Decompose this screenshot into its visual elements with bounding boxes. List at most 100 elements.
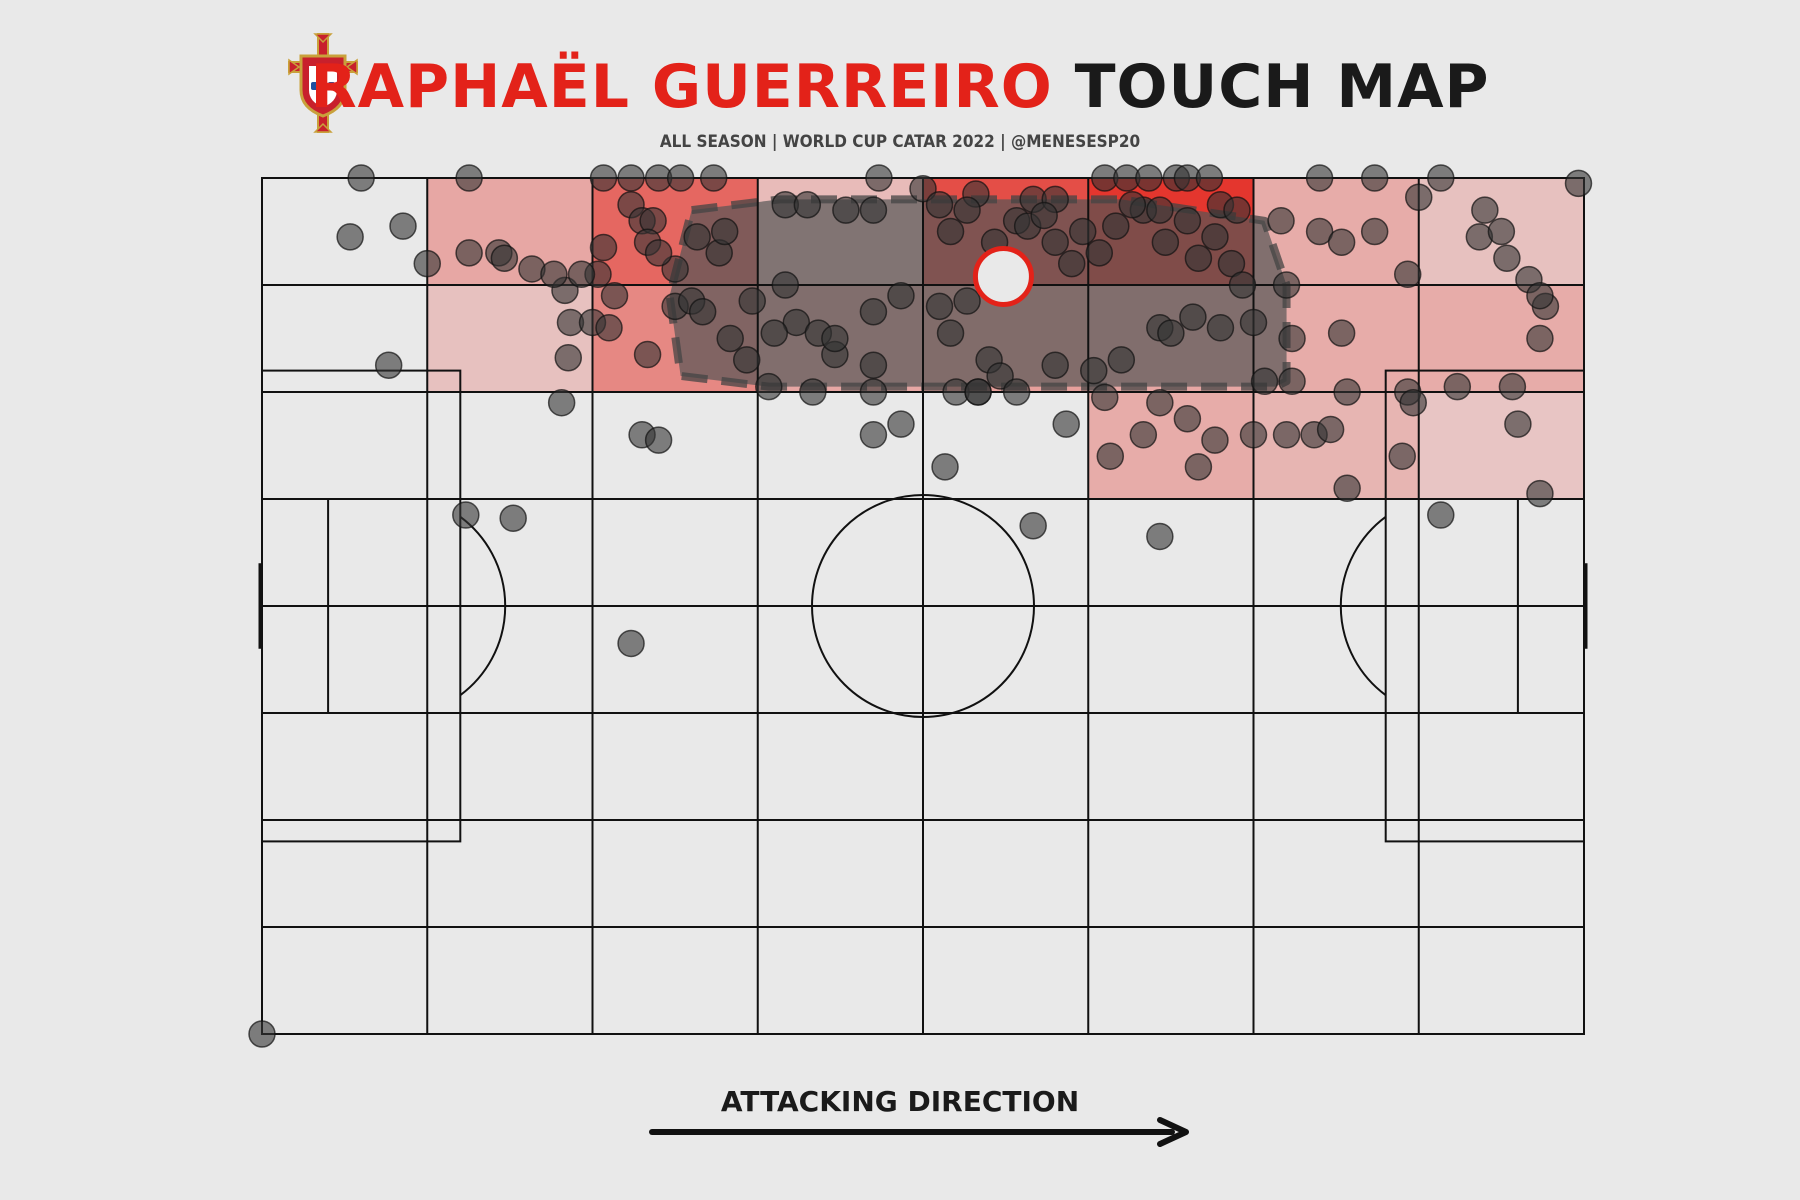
- touch-point: [1399, 388, 1427, 417]
- touch-point: [540, 260, 568, 289]
- touch-point: [1157, 319, 1185, 347]
- touch-point: [1427, 164, 1455, 192]
- touch-point: [1179, 303, 1207, 331]
- touch-point: [925, 292, 954, 321]
- touch-point: [1333, 378, 1361, 406]
- touch-point: [716, 324, 744, 353]
- touch-point: [567, 260, 596, 289]
- touch-point: [1041, 351, 1069, 379]
- touch-point: [589, 164, 618, 192]
- touch-point: [1085, 239, 1114, 267]
- touch-point: [1333, 474, 1361, 503]
- touch-point: [732, 346, 761, 374]
- average-position-layer: [972, 245, 1034, 307]
- touch-point: [595, 314, 623, 342]
- page-title: RAPHAËL GUERREIRO TOUCH MAP: [0, 52, 1800, 122]
- touch-point: [859, 298, 888, 326]
- touch-point: [1388, 442, 1416, 470]
- touch-point: [821, 324, 849, 353]
- touch-point: [782, 308, 811, 337]
- touch-point: [347, 164, 375, 192]
- touch-point: [644, 239, 673, 267]
- touch-point: [1526, 324, 1554, 353]
- touch-point: [1217, 249, 1246, 278]
- touch-point: [1239, 421, 1268, 449]
- touch-point: [793, 191, 822, 219]
- attacking-direction-arrow: [649, 1117, 1189, 1147]
- touch-point: [859, 196, 888, 224]
- touch-point: [1471, 196, 1499, 224]
- touch-point: [1526, 479, 1554, 508]
- touch-point: [1019, 512, 1047, 540]
- touch-point: [688, 298, 717, 326]
- touch-point: [1002, 378, 1031, 406]
- touch-point: [936, 217, 965, 246]
- heatmap-cell: [1418, 285, 1584, 392]
- touch-point: [1102, 212, 1130, 240]
- touch-point: [1564, 169, 1593, 198]
- touch-point: [1316, 415, 1345, 444]
- touch-point: [554, 344, 583, 372]
- touch-point: [1427, 501, 1455, 529]
- touch-point: [633, 340, 662, 369]
- touch-point: [887, 410, 915, 438]
- touch-point: [1272, 421, 1301, 449]
- touch-point: [1091, 383, 1119, 412]
- touch-point: [547, 388, 576, 417]
- touch-point: [1267, 207, 1295, 235]
- touch-point: [887, 281, 915, 310]
- touch-point: [1173, 405, 1202, 433]
- touch-point: [1146, 388, 1174, 417]
- touch-point: [374, 351, 403, 379]
- touch-point: [710, 217, 739, 246]
- touch-point: [1360, 164, 1389, 192]
- touch-point: [1201, 426, 1229, 454]
- touch-point: [499, 504, 527, 533]
- penalty-arc-left: [459, 516, 507, 696]
- touch-point: [1360, 217, 1389, 246]
- touch-point: [1129, 421, 1158, 449]
- touch-point: [1305, 217, 1334, 246]
- touch-point: [1173, 207, 1202, 235]
- touch-point: [953, 287, 981, 315]
- touch-point: [1146, 522, 1174, 551]
- touch-point: [455, 239, 483, 267]
- touch-point: [1443, 372, 1472, 401]
- player-name: RAPHAËL GUERREIRO: [310, 52, 1053, 122]
- touch-point: [909, 174, 937, 203]
- touch-point: [1057, 249, 1086, 278]
- touch-point: [1278, 324, 1306, 353]
- touch-point: [1228, 271, 1257, 299]
- touch-point: [1305, 164, 1334, 192]
- touch-point: [1135, 164, 1163, 192]
- touch-point: [413, 249, 441, 278]
- touch-point: [1405, 183, 1433, 212]
- touch-point: [455, 164, 483, 192]
- penalty-arc-right: [1339, 516, 1387, 696]
- touch-points-layer: [248, 164, 1593, 1048]
- touch-point: [859, 351, 888, 379]
- title-suffix: TOUCH MAP: [1074, 52, 1490, 122]
- touch-point: [1080, 356, 1108, 385]
- heatmap-cell: [1418, 392, 1584, 499]
- touch-point: [1201, 223, 1229, 251]
- touch-point: [1487, 217, 1516, 246]
- touch-point: [964, 378, 992, 406]
- touch-point: [799, 378, 827, 406]
- attacking-direction-label: ATTACKING DIRECTION: [720, 1085, 1080, 1118]
- touch-point: [336, 223, 364, 251]
- touch-point: [1493, 244, 1521, 272]
- average-position-marker: [972, 245, 1034, 307]
- touch-point: [644, 426, 673, 454]
- touch-point: [1278, 367, 1306, 396]
- touch-point: [666, 164, 695, 192]
- touch-point: [1118, 191, 1147, 219]
- federation-crest-icon: [288, 33, 358, 133]
- touch-point: [859, 421, 888, 449]
- touch-point: [1327, 319, 1356, 347]
- touch-point: [931, 453, 959, 481]
- touch-point: [1146, 196, 1174, 224]
- touch-point: [1107, 346, 1136, 374]
- touch-point: [953, 196, 981, 224]
